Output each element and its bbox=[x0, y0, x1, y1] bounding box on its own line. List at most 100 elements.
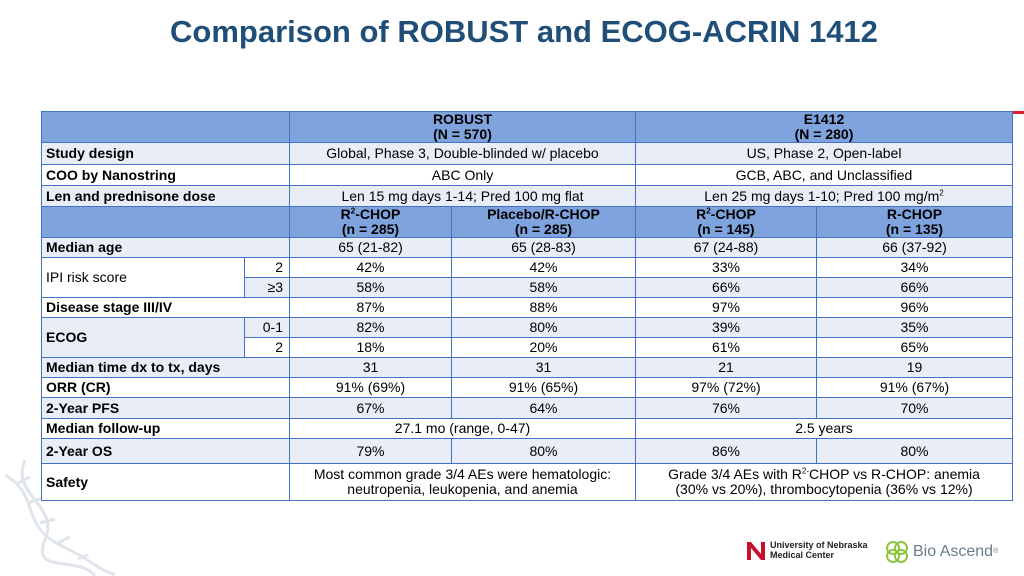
cell-e1412: Grade 3/4 AEs with R2-CHOP vs R-CHOP: an… bbox=[635, 463, 1013, 501]
cell-value: 34% bbox=[816, 257, 1013, 278]
arm-n: (n = 145) bbox=[697, 221, 755, 237]
cell-value: 82% bbox=[289, 317, 452, 338]
cell-value: 80% bbox=[451, 438, 636, 464]
cell-value: 18% bbox=[289, 337, 452, 358]
safety-robust-line2: neutropenia, leukopenia, and anemia bbox=[347, 481, 578, 497]
cell-value: 20% bbox=[451, 337, 636, 358]
arm-sup: 2 bbox=[706, 206, 711, 216]
row-label: ECOG bbox=[41, 317, 245, 358]
cell-value: 87% bbox=[289, 297, 452, 318]
row-len-dose: Len and prednisone dose Len 15 mg days 1… bbox=[41, 185, 1013, 207]
sub-label: ≥3 bbox=[244, 277, 290, 298]
cell-value: 58% bbox=[451, 277, 636, 298]
header-row-arms: R2-CHOP (n = 285) Placebo/R-CHOP (n = 28… bbox=[41, 206, 1013, 238]
row-followup: Median follow-up 27.1 mo (range, 0-47) 2… bbox=[41, 418, 1013, 439]
bioascend-leaf-icon bbox=[886, 541, 908, 563]
cell-value: 58% bbox=[289, 277, 452, 298]
row-median-age: Median age 65 (21-82) 65 (28-83) 67 (24-… bbox=[41, 237, 1013, 258]
cell-value: 70% bbox=[816, 397, 1013, 419]
cell-e1412: Len 25 mg days 1-10; Pred 100 mg/m2 bbox=[635, 185, 1013, 207]
cell-value: 39% bbox=[635, 317, 817, 338]
row-label: Median follow-up bbox=[41, 418, 290, 439]
cell-robust: Len 15 mg days 1-14; Pred 100 mg flat bbox=[289, 185, 636, 207]
cell-value: 19 bbox=[816, 357, 1013, 378]
row-label: 2-Year PFS bbox=[41, 397, 290, 419]
arm-name: Placebo/R-CHOP bbox=[487, 206, 600, 222]
cell-value: 67% bbox=[289, 397, 452, 419]
row-stage: Disease stage III/IV 87% 88% 97% 96% bbox=[41, 297, 1013, 318]
cell-value: 65% bbox=[816, 337, 1013, 358]
cell-robust: Global, Phase 3, Double-blinded w/ place… bbox=[289, 142, 636, 165]
header-arm-rchop: R-CHOP (n = 135) bbox=[816, 206, 1013, 238]
cell-value: 91% (69%) bbox=[289, 377, 452, 398]
cell-value: 42% bbox=[289, 257, 452, 278]
cell-value: 96% bbox=[816, 297, 1013, 318]
cell-value: 80% bbox=[816, 438, 1013, 464]
header-blank bbox=[41, 111, 290, 143]
header-e1412: E1412 (N = 280) bbox=[635, 111, 1013, 143]
robust-name: ROBUST bbox=[432, 111, 493, 127]
row-label: 2-Year OS bbox=[41, 438, 290, 464]
cell-value: 80% bbox=[451, 317, 636, 338]
cell-value: 31 bbox=[289, 357, 452, 378]
unmc-line1: University of Nebraska bbox=[770, 540, 868, 550]
cell-e1412: US, Phase 2, Open-label bbox=[635, 142, 1013, 165]
arm-name: R bbox=[340, 206, 351, 222]
cell-value: 65 (21-82) bbox=[289, 237, 452, 258]
footer-logos: University of Nebraska Medical Center Bi… bbox=[745, 536, 1015, 570]
cell-value: 86% bbox=[635, 438, 817, 464]
cell-value: 21 bbox=[635, 357, 817, 378]
row-pfs: 2-Year PFS 67% 64% 76% 70% bbox=[41, 397, 1013, 419]
cell-robust: 27.1 mo (range, 0-47) bbox=[289, 418, 636, 439]
accent-line bbox=[1012, 111, 1024, 114]
cell-value: 67 (24-88) bbox=[635, 237, 817, 258]
arm-sup: 2 bbox=[350, 206, 356, 216]
cell-value: 66% bbox=[635, 277, 817, 298]
cell-robust: ABC Only bbox=[289, 164, 636, 186]
safety-e1412-post: CHOP vs R-CHOP: anemia bbox=[809, 466, 980, 482]
cell-e1412: 2.5 years bbox=[635, 418, 1013, 439]
row-label: ORR (CR) bbox=[41, 377, 290, 398]
row-label: Len and prednisone dose bbox=[41, 185, 290, 207]
safety-e1412-sup: 2- bbox=[801, 466, 810, 476]
robust-n: (N = 570) bbox=[433, 126, 492, 142]
cell-value: 91% (65%) bbox=[451, 377, 636, 398]
cell-value: 97% (72%) bbox=[635, 377, 817, 398]
row-label: IPI risk score bbox=[41, 257, 245, 298]
sub-label: 2 bbox=[244, 337, 290, 358]
cell-value: 61% bbox=[635, 337, 817, 358]
unmc-line2: Medical Center bbox=[770, 550, 835, 560]
bioascend-logo: Bio Ascend ® bbox=[885, 540, 998, 564]
header-robust: ROBUST (N = 570) bbox=[289, 111, 636, 143]
header-blank bbox=[41, 206, 290, 238]
header-arm-r2chop-robust: R2-CHOP (n = 285) bbox=[289, 206, 452, 238]
row-os: 2-Year OS 79% 80% 86% 80% bbox=[41, 438, 1013, 464]
unmc-n-icon bbox=[747, 542, 765, 560]
arm-rest: -CHOP bbox=[355, 206, 401, 222]
dose-sup: 2 bbox=[939, 187, 944, 197]
row-label: Median time dx to tx, days bbox=[41, 357, 290, 378]
cell-value: 66 (37-92) bbox=[816, 237, 1013, 258]
row-median-time: Median time dx to tx, days 31 31 21 19 bbox=[41, 357, 1013, 378]
cell-value: 79% bbox=[289, 438, 452, 464]
e1412-name: E1412 bbox=[803, 111, 845, 127]
cell-value: 31 bbox=[451, 357, 636, 378]
safety-e1412-line2: (30% vs 20%), thrombocytopenia (36% vs 1… bbox=[675, 481, 973, 497]
cell-e1412: GCB, ABC, and Unclassified bbox=[635, 164, 1013, 186]
unmc-logo: University of Nebraska Medical Center bbox=[745, 538, 868, 562]
cell-value: 76% bbox=[635, 397, 817, 419]
arm-name: R-CHOP bbox=[886, 206, 943, 222]
header-arm-placebo: Placebo/R-CHOP (n = 285) bbox=[451, 206, 636, 238]
e1412-n: (N = 280) bbox=[794, 126, 854, 142]
arm-rest: -CHOP bbox=[710, 206, 756, 222]
row-label: Disease stage III/IV bbox=[41, 297, 290, 318]
bioascend-text: Bio Ascend bbox=[913, 543, 994, 560]
cell-value: 88% bbox=[451, 297, 636, 318]
cell-value: 35% bbox=[816, 317, 1013, 338]
row-label: Safety bbox=[41, 463, 290, 501]
dose-text: Len 25 mg days 1-10; Pred 100 mg/m bbox=[704, 187, 940, 204]
arm-n: (n = 285) bbox=[341, 221, 400, 237]
dna-helix-icon bbox=[4, 459, 116, 576]
header-row-trials: ROBUST (N = 570) E1412 (N = 280) bbox=[41, 111, 1013, 143]
row-study-design: Study design Global, Phase 3, Double-bli… bbox=[41, 142, 1013, 165]
